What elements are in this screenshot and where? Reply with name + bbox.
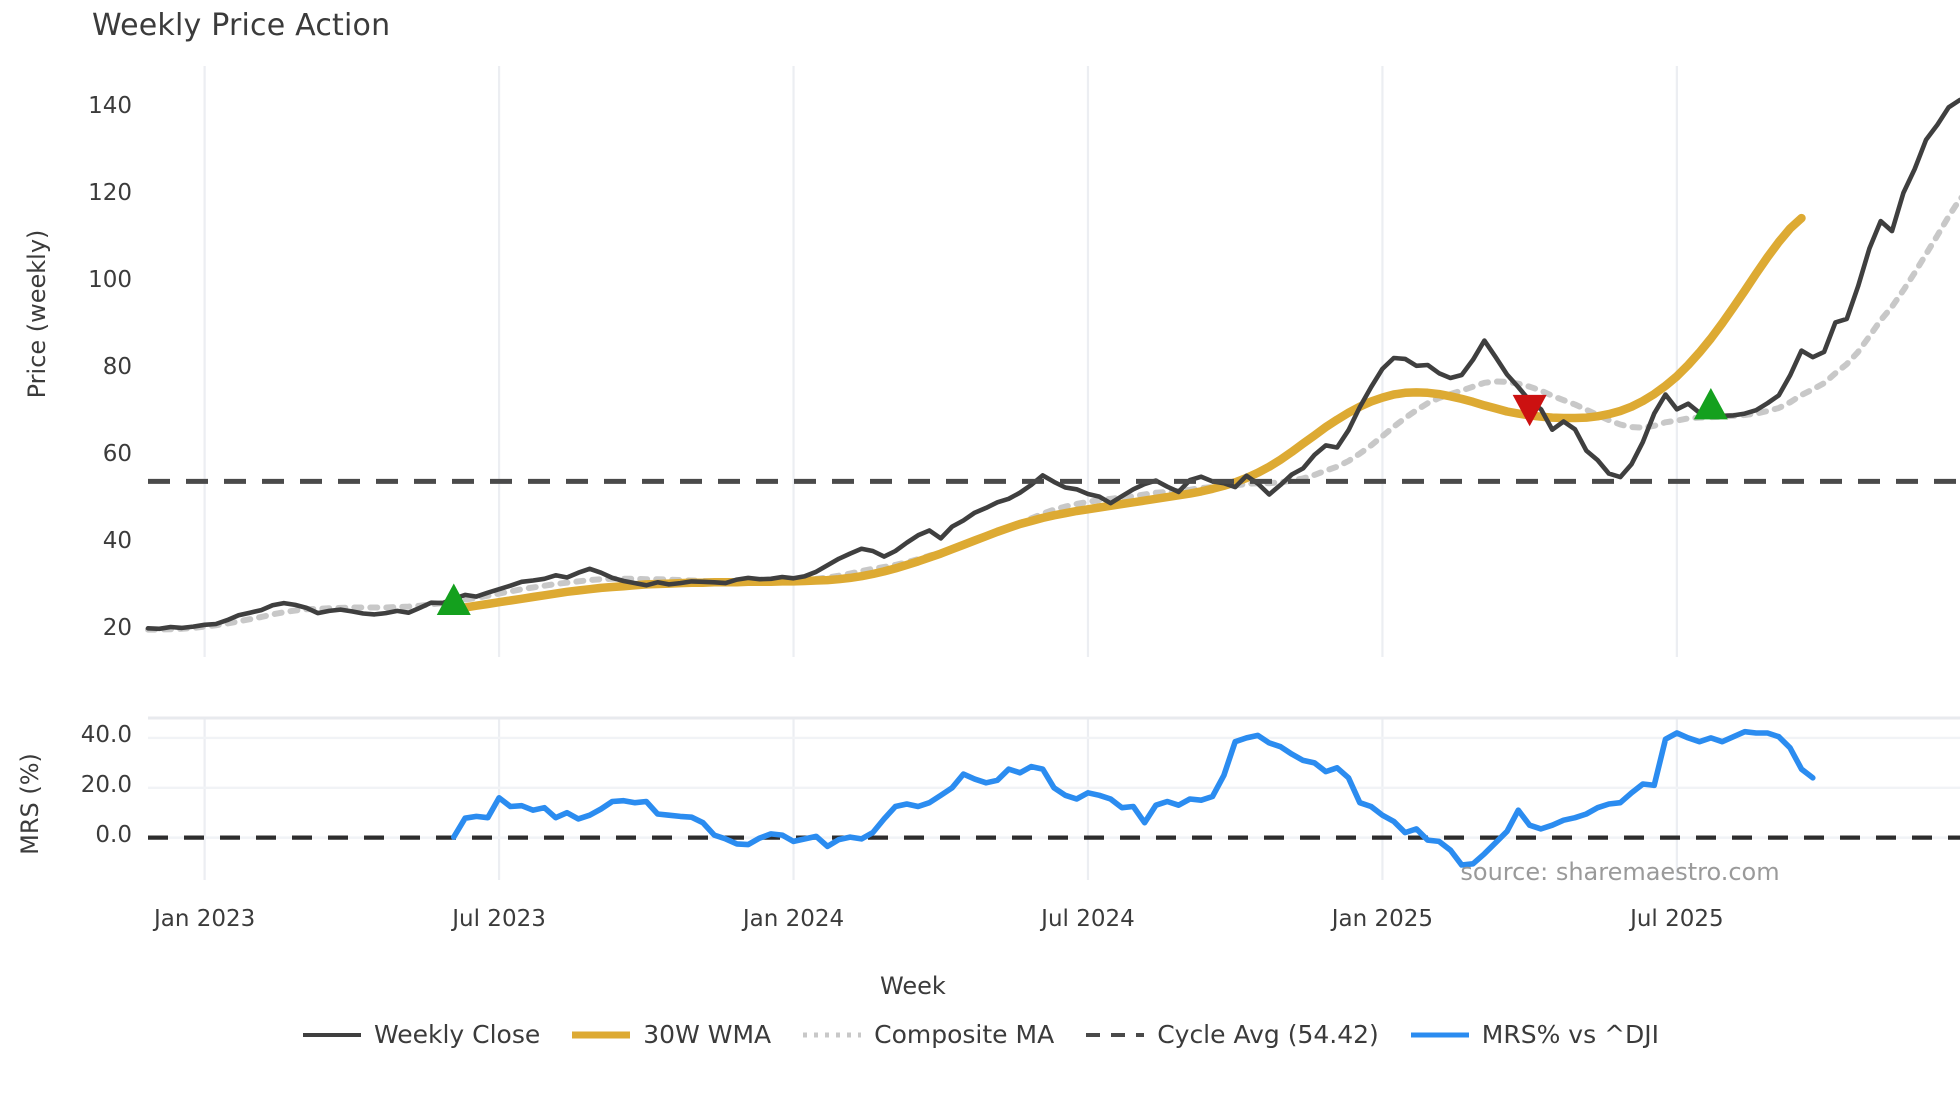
legend-item-label: Cycle Avg (54.42): [1157, 1020, 1379, 1049]
buy-marker-triangle-up-icon: [436, 583, 471, 615]
legend-item-label: Weekly Close: [373, 1020, 541, 1049]
legend-item-label: Composite MA: [874, 1020, 1055, 1049]
price-y-tick: 120: [88, 180, 132, 207]
source-watermark: source: sharemaestro.com: [1460, 858, 1780, 886]
price-y-tick: 140: [88, 93, 132, 120]
legend-swatch-icon: [302, 1032, 361, 1037]
legend-item[interactable]: 30W WMA: [570, 1020, 771, 1049]
x-tick: Jul 2024: [1041, 906, 1135, 932]
chart-legend: Weekly Close 30W WMA Composite MA Cycle Avg…: [0, 1020, 1960, 1049]
sell-marker-triangle-down-icon: [1512, 394, 1547, 427]
legend-item-label: 30W WMA: [643, 1020, 772, 1049]
x-axis-label: Week: [880, 972, 946, 1000]
price-y-tick: 100: [88, 267, 132, 294]
chart-title: Weekly Price Action: [92, 8, 391, 43]
x-tick: Jul 2023: [452, 906, 546, 932]
series-30w-wma: [449, 213, 1806, 614]
legend-swatch-icon: [572, 1031, 631, 1038]
legend-item[interactable]: Weekly Close: [301, 1020, 540, 1049]
x-tick: Jan 2025: [1331, 906, 1434, 932]
price-y-tick: 20: [102, 614, 132, 641]
legend-item[interactable]: Composite MA: [801, 1020, 1054, 1049]
series-composite-ma: [145, 194, 1960, 633]
price-y-tick: 40: [102, 528, 132, 554]
x-tick: Jan 2024: [742, 906, 845, 932]
x-tick: Jul 2025: [1630, 906, 1724, 932]
buy-marker-triangle-up-icon: [1693, 387, 1728, 420]
mrs-y-tick: 0.0: [95, 821, 132, 848]
price-y-tick: 80: [102, 354, 132, 381]
x-tick: Jan 2023: [153, 906, 256, 932]
price-axis-label: Price (weekly): [23, 229, 51, 399]
mrs-y-tick: 40.0: [80, 721, 132, 748]
legend-swatch-icon: [803, 1032, 862, 1037]
legend-item-label: MRS% vs ^DJI: [1481, 1020, 1660, 1049]
legend-item[interactable]: Cycle Avg (54.42): [1084, 1020, 1379, 1049]
series-mrs-percent: [451, 728, 1816, 868]
mrs-y-tick: 20.0: [80, 771, 132, 798]
legend-swatch-icon: [1086, 1032, 1145, 1037]
legend-item[interactable]: MRS% vs ^DJI: [1409, 1020, 1659, 1049]
legend-swatch-icon: [1410, 1032, 1469, 1037]
price-y-tick: 60: [102, 441, 132, 468]
